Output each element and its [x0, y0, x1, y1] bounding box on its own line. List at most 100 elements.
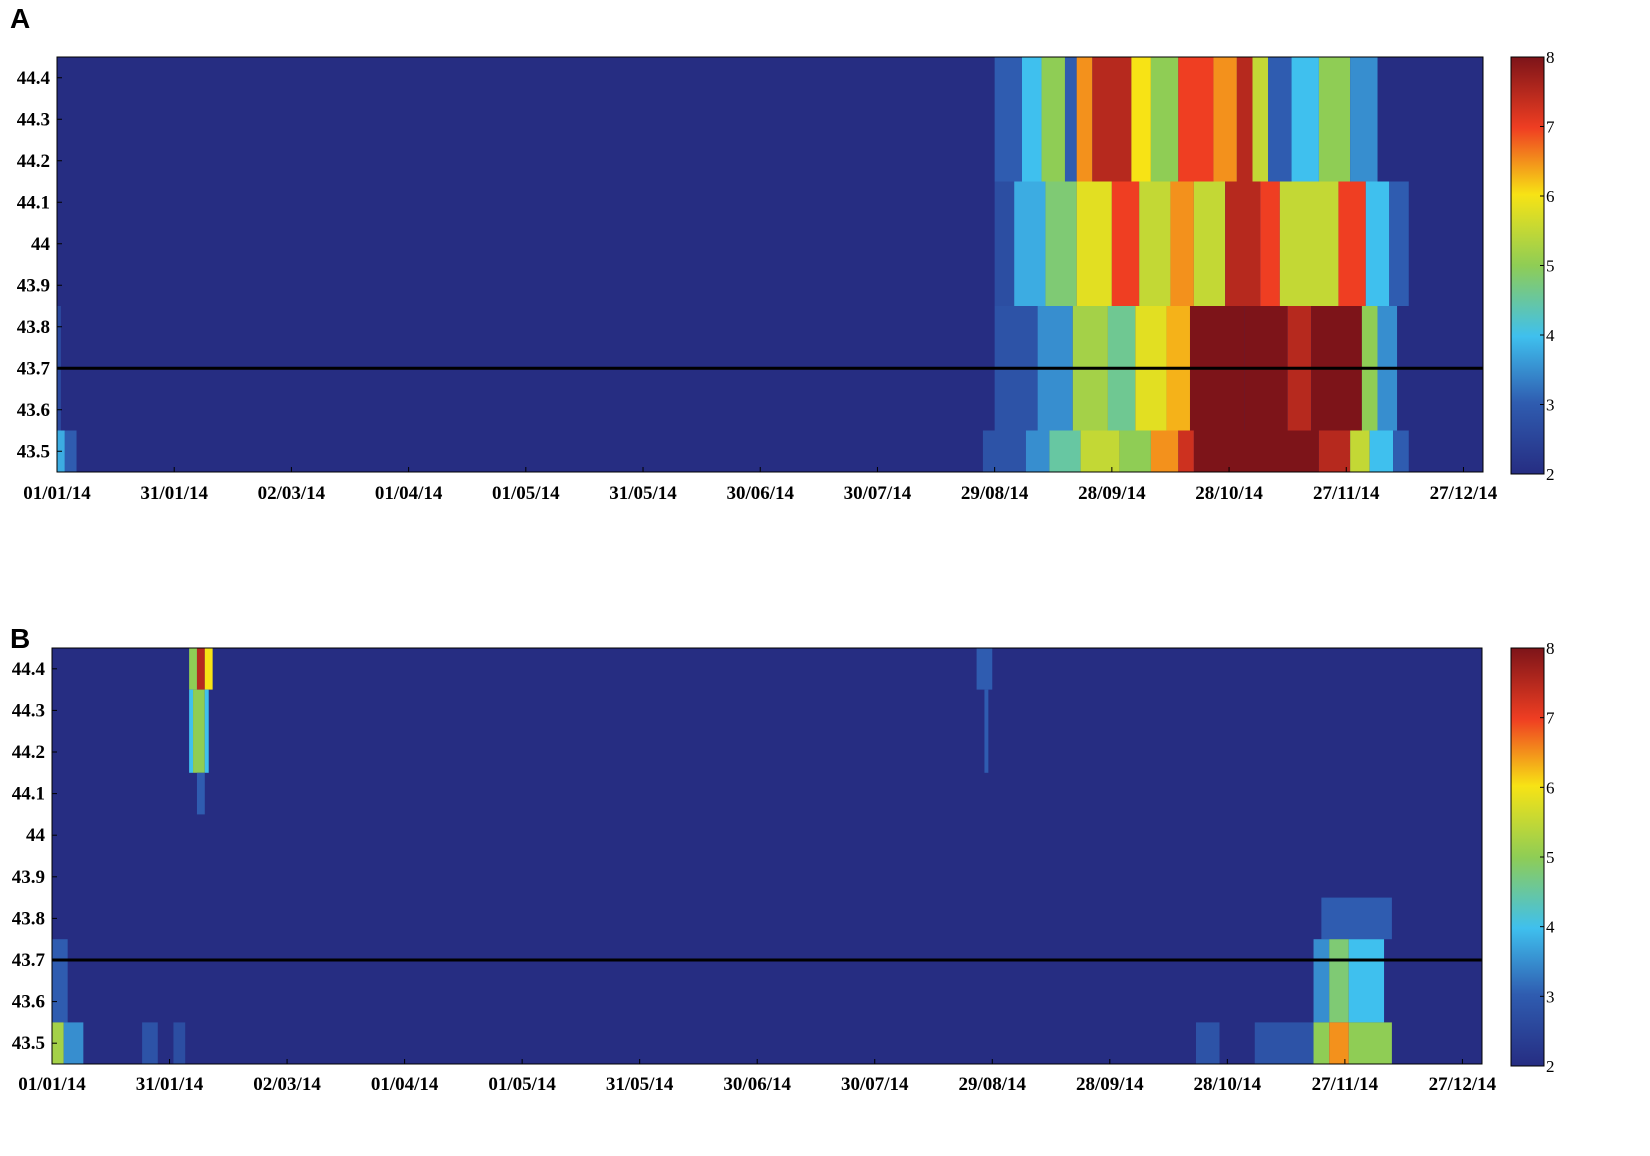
- heatmap-cell: [204, 648, 213, 690]
- y-tick-label: 44.4: [12, 659, 46, 680]
- y-tick-label: 43.9: [12, 867, 45, 888]
- x-tick-label: 28/09/14: [1076, 1074, 1144, 1095]
- heatmap-cell: [189, 648, 197, 690]
- heatmap-cell: [196, 772, 205, 815]
- x-tick-label: 29/08/14: [961, 483, 1029, 504]
- heatmap-cell: [1329, 1022, 1349, 1064]
- x-tick-label: 27/12/14: [1430, 483, 1498, 504]
- heatmap-cell: [1291, 57, 1319, 182]
- y-tick-label: 43.8: [12, 908, 45, 929]
- heatmap-cell: [173, 1022, 186, 1064]
- colorbar: [1510, 56, 1545, 475]
- heatmap-cell: [1119, 430, 1151, 472]
- colorbar-tick-label: 5: [1546, 257, 1555, 276]
- colorbar-tick-label: 6: [1546, 187, 1555, 206]
- heatmap-cell: [1318, 57, 1351, 182]
- plot-frame: [51, 647, 1483, 1065]
- x-tick-label: 01/05/14: [488, 1074, 556, 1095]
- heatmap-cell: [1213, 57, 1237, 182]
- heatmap-cell: [1260, 181, 1280, 306]
- y-tick-label: 44: [26, 825, 46, 846]
- heatmap-cell: [1193, 430, 1319, 472]
- x-tick-label: 30/06/14: [726, 483, 794, 504]
- colorbar-tick-label: 7: [1546, 709, 1555, 728]
- heatmap-cell: [1369, 430, 1394, 472]
- x-tick-label: 29/08/14: [958, 1074, 1026, 1095]
- heatmap-cell: [1389, 181, 1409, 306]
- y-tick-label: 44.3: [17, 109, 50, 130]
- heatmap-cell: [1313, 1022, 1330, 1064]
- heatmap-cell: [1350, 57, 1378, 182]
- heatmap-cell: [1076, 181, 1112, 306]
- heatmap-cell: [193, 689, 205, 773]
- heatmap-cell: [1064, 57, 1077, 182]
- heatmap-cell: [1329, 939, 1349, 1023]
- heatmap-cell: [1318, 430, 1351, 472]
- heatmap-cell: [1279, 181, 1339, 306]
- heatmap-cell: [204, 689, 209, 773]
- heatmap-cell: [994, 57, 1022, 182]
- heatmap-panel-a: 44.4 44.3 44.2 44.1 44 43.9 43.8 43.7 43.6 43.5 01…: [17, 48, 1555, 504]
- heatmap-cell: [142, 1022, 158, 1064]
- x-tick-label: 28/10/14: [1195, 483, 1263, 504]
- y-tick-label: 44.1: [17, 192, 50, 213]
- heatmap-background: [52, 648, 1482, 1064]
- heatmap-cell: [1236, 57, 1253, 182]
- y-tick-label: 43.5: [17, 441, 50, 462]
- x-tick-label: 27/11/14: [1313, 483, 1380, 504]
- heatmap-cell: [1252, 57, 1269, 182]
- y-tick-label: 43.5: [12, 1033, 45, 1054]
- heatmap-cell: [63, 1022, 84, 1064]
- y-tick-label: 44.3: [12, 700, 45, 721]
- x-tick-label: 31/05/14: [606, 1074, 674, 1095]
- heatmap-cell: [52, 939, 68, 1023]
- heatmap-cell: [189, 689, 194, 773]
- y-tick-label: 43.9: [17, 275, 50, 296]
- x-tick-label: 02/03/14: [253, 1074, 321, 1095]
- heatmap-cell: [1348, 939, 1385, 1023]
- heatmap-cell: [1313, 939, 1330, 1023]
- y-tick-label: 44.1: [12, 784, 45, 805]
- colorbar-tick-label: 2: [1546, 465, 1555, 484]
- heatmap-cell: [1178, 430, 1194, 472]
- colorbar-tick-label: 7: [1546, 118, 1555, 137]
- y-tick-label: 43.7: [12, 950, 46, 971]
- heatmap-cell: [1076, 57, 1093, 182]
- heatmap-panel-b: 44.4 44.3 44.2 44.1 44 43.9 43.8 43.7 43.6 43.5 01…: [12, 639, 1555, 1095]
- x-tick-label: 01/01/14: [23, 483, 91, 504]
- heatmap-cell: [1178, 57, 1214, 182]
- heatmap-cell: [52, 1022, 64, 1064]
- heatmap-cell: [1150, 430, 1179, 472]
- colorbar-tick-label: 4: [1546, 326, 1555, 345]
- heatmap-cell: [1150, 57, 1179, 182]
- heatmap-cell: [1365, 181, 1390, 306]
- plot-frame: [56, 56, 1484, 473]
- heatmap-cell: [1049, 430, 1081, 472]
- heatmap-cell: [1045, 181, 1077, 306]
- heatmap-cell: [1041, 57, 1065, 182]
- y-tick-label: 43.7: [17, 358, 51, 379]
- x-tick-label: 01/04/14: [371, 1074, 439, 1095]
- y-tick-label: 44.4: [17, 68, 51, 89]
- x-tick-label: 27/11/14: [1312, 1074, 1379, 1095]
- y-tick-label: 43.6: [17, 400, 50, 421]
- colorbar-tick-label: 6: [1546, 778, 1555, 797]
- heatmap-cell: [1111, 181, 1140, 306]
- heatmap-cell: [1350, 430, 1370, 472]
- heatmap-cell: [1348, 1022, 1392, 1064]
- colorbar-tick-label: 3: [1546, 396, 1555, 415]
- colorbar-tick-label: 5: [1546, 848, 1555, 867]
- y-tick-label: 44.2: [17, 151, 50, 172]
- heatmap-cell: [1021, 57, 1042, 182]
- heatmap-cell: [1254, 1022, 1314, 1064]
- heatmap-cell: [1393, 430, 1409, 472]
- heatmap-cell: [1170, 181, 1194, 306]
- colorbar-tick-label: 2: [1546, 1057, 1555, 1076]
- heatmap-cell: [1014, 181, 1046, 306]
- x-tick-label: 30/06/14: [723, 1074, 791, 1095]
- colorbar-tick-label: 3: [1546, 987, 1555, 1006]
- heatmap-cell: [1080, 430, 1120, 472]
- x-tick-label: 30/07/14: [841, 1074, 909, 1095]
- heatmap-cell: [976, 648, 993, 690]
